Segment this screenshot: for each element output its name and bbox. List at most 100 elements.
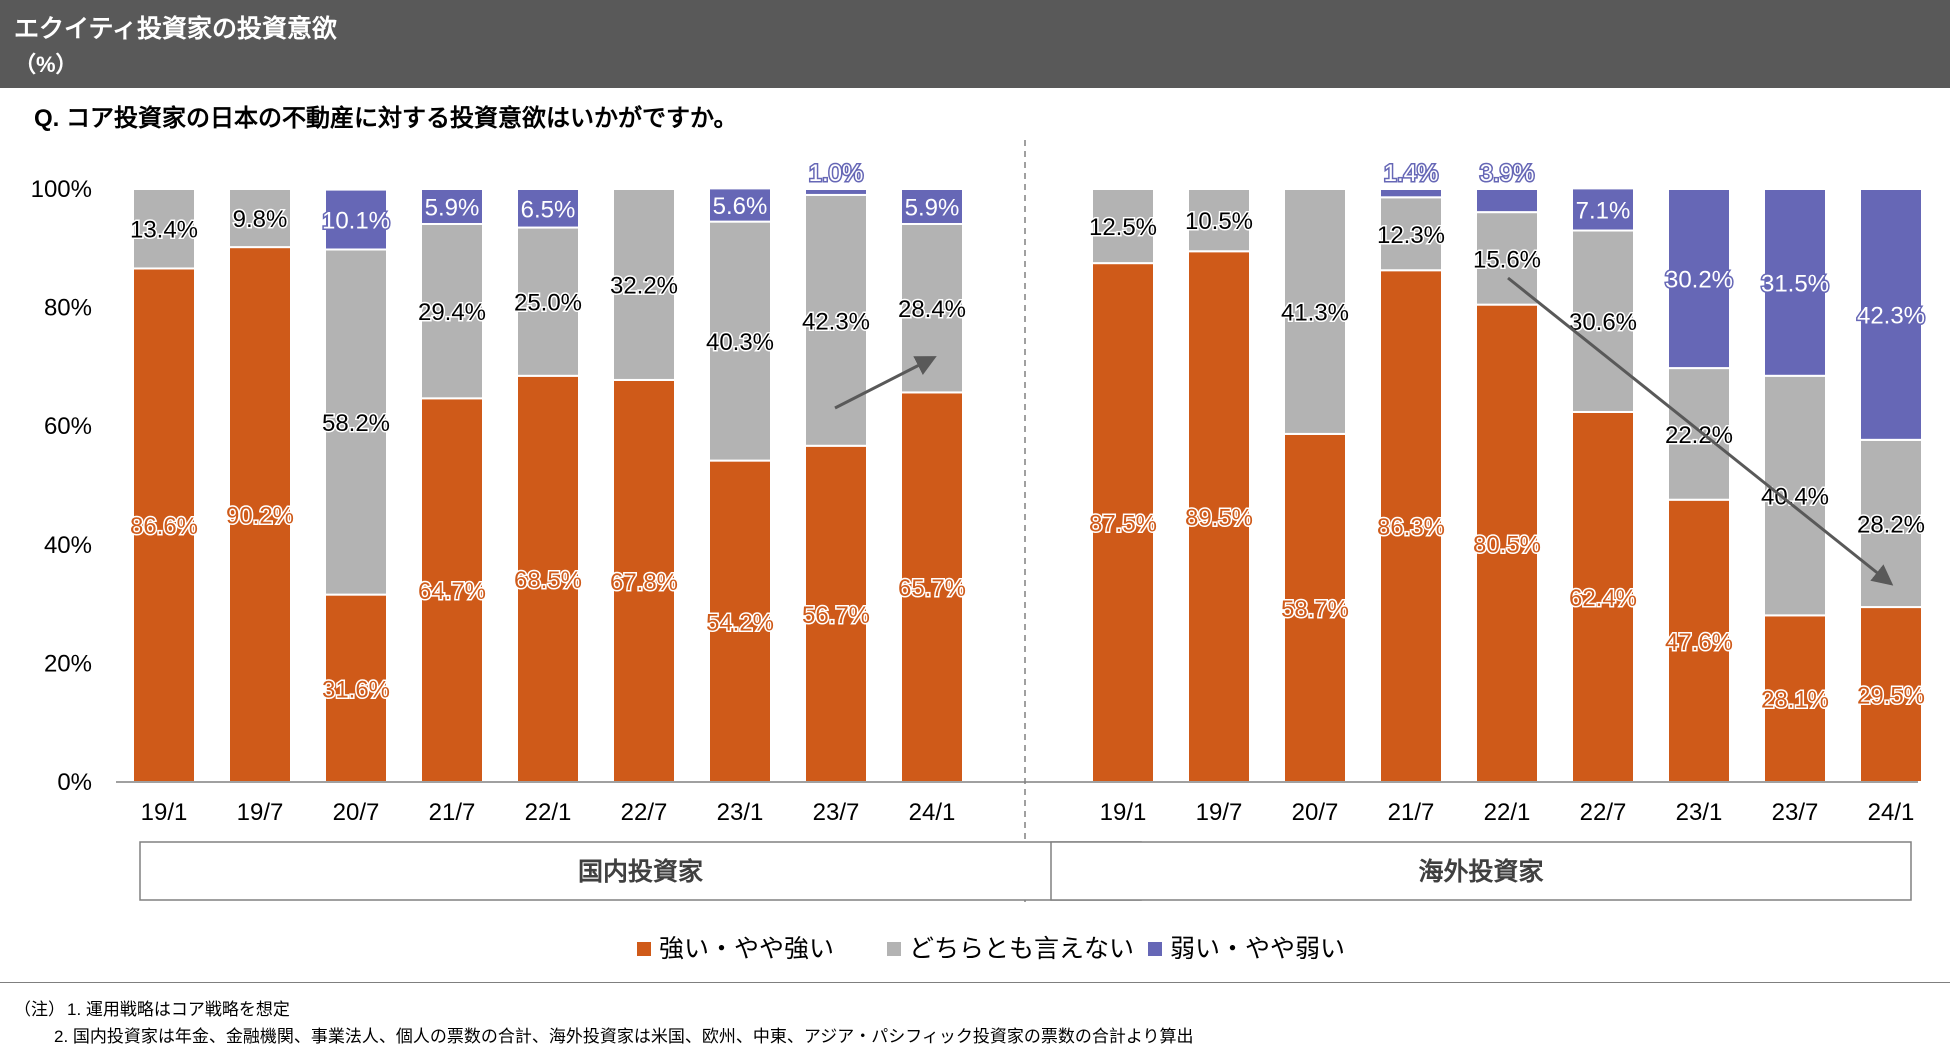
bar-segment bbox=[1475, 211, 1539, 306]
legend-swatch bbox=[887, 942, 901, 956]
data-label: 1.0% bbox=[809, 160, 864, 187]
data-label: 89.5% bbox=[1185, 505, 1253, 532]
x-tick-label: 19/1 bbox=[1100, 799, 1147, 826]
x-tick-label: 22/1 bbox=[525, 799, 572, 826]
data-label: 6.5% bbox=[521, 196, 576, 223]
title-bar: エクイティ投資家の投資意欲 （%） bbox=[0, 0, 1950, 88]
group-label: 海外投資家 bbox=[1418, 857, 1543, 886]
x-tick-label: 19/7 bbox=[1196, 799, 1243, 826]
data-label: 28.1% bbox=[1761, 687, 1829, 714]
bar-segment bbox=[1667, 188, 1731, 370]
data-label: 9.8% bbox=[233, 206, 288, 233]
data-label: 42.3% bbox=[1857, 302, 1925, 329]
bar-segment bbox=[1571, 410, 1635, 783]
survey-question: Q. コア投資家の日本の不動産に対する投資意欲はいかがですか。 bbox=[34, 105, 738, 132]
trend-arrow-up bbox=[834, 356, 937, 410]
data-label: 30.6% bbox=[1569, 309, 1637, 336]
data-label: 58.2% bbox=[322, 410, 390, 437]
x-tick-label: 20/7 bbox=[1292, 799, 1339, 826]
bar-segment bbox=[1379, 188, 1443, 199]
bar-segment bbox=[804, 193, 868, 447]
bar-segment bbox=[1475, 188, 1539, 214]
x-tick-label: 19/1 bbox=[141, 799, 188, 826]
bar-segment bbox=[132, 188, 196, 270]
data-label: 86.6% bbox=[130, 513, 198, 540]
data-label: 86.3% bbox=[1377, 514, 1445, 541]
x-tick-label: 24/1 bbox=[1868, 799, 1915, 826]
data-label: 5.9% bbox=[905, 194, 960, 221]
data-label: 80.5% bbox=[1473, 531, 1541, 558]
x-tick-label: 23/1 bbox=[1676, 799, 1723, 826]
bar-segment bbox=[1187, 188, 1251, 253]
bar-segment bbox=[1091, 188, 1155, 265]
x-tick-label: 21/7 bbox=[1388, 799, 1435, 826]
data-label: 64.7% bbox=[418, 578, 486, 605]
x-tick-label: 21/7 bbox=[429, 799, 476, 826]
footnote-1: （注） 1. 運用戦略はコア戦略を想定 bbox=[14, 995, 290, 1020]
bar-segment bbox=[516, 188, 580, 229]
data-label: 41.3% bbox=[1281, 299, 1349, 326]
data-label: 7.1% bbox=[1576, 197, 1631, 224]
data-label: 67.8% bbox=[610, 569, 678, 596]
data-label: 5.6% bbox=[713, 193, 768, 220]
bar-segment bbox=[420, 222, 484, 400]
bar-segment bbox=[708, 459, 772, 783]
legend-label: 強い・やや強い bbox=[659, 935, 834, 963]
bar-segment bbox=[1859, 606, 1923, 783]
data-label: 13.4% bbox=[130, 217, 198, 244]
data-label: 28.4% bbox=[898, 296, 966, 323]
footnote-prefix: （注） bbox=[14, 1000, 65, 1019]
x-tick-label: 22/7 bbox=[1580, 799, 1627, 826]
y-tick-label: 60% bbox=[44, 413, 92, 440]
data-label: 42.3% bbox=[802, 308, 870, 335]
bar-segment bbox=[1091, 262, 1155, 783]
legend-swatch bbox=[1148, 942, 1162, 956]
bar-segment bbox=[1283, 188, 1347, 435]
data-label: 31.5% bbox=[1761, 270, 1829, 297]
bar-segment bbox=[708, 187, 772, 223]
x-tick-label: 22/7 bbox=[621, 799, 668, 826]
data-label: 10.5% bbox=[1185, 208, 1253, 235]
bar-segment bbox=[228, 246, 292, 783]
data-label: 68.5% bbox=[514, 567, 582, 594]
trend-arrow-down bbox=[1507, 276, 1894, 586]
data-label: 28.2% bbox=[1857, 511, 1925, 538]
legend-swatch bbox=[637, 942, 651, 956]
x-tick-label: 23/7 bbox=[813, 799, 860, 826]
bar-segment bbox=[228, 188, 292, 249]
footnote-2: 2. 国内投資家は年金、金融機関、事業法人、個人の票数の合計、海外投資家は米国、… bbox=[54, 1027, 1194, 1046]
y-tick-label: 20% bbox=[44, 650, 92, 677]
bar-segment bbox=[1283, 432, 1347, 783]
bar-segment bbox=[1571, 229, 1635, 413]
y-tick-label: 100% bbox=[31, 176, 92, 203]
data-label: 87.5% bbox=[1089, 511, 1157, 538]
stacked-bar-chart: 86.6% 13.4% 90.2% 9.8% 31.6% 58.2% 10.1% 64.7% 2… bbox=[31, 140, 1927, 963]
data-label: 62.4% bbox=[1569, 585, 1637, 612]
bar-segment bbox=[1667, 367, 1731, 501]
data-label: 56.7% bbox=[802, 602, 870, 629]
y-tick-label: 0% bbox=[57, 769, 92, 796]
bar-segment bbox=[1475, 303, 1539, 783]
bar-segment bbox=[1859, 188, 1923, 441]
data-label: 54.2% bbox=[706, 609, 774, 636]
x-tick-label: 22/1 bbox=[1484, 799, 1531, 826]
page-title: エクイティ投資家の投資意欲 bbox=[14, 15, 338, 43]
data-label: 58.7% bbox=[1281, 596, 1349, 623]
y-tick-label: 80% bbox=[44, 295, 92, 322]
data-label: 10.1% bbox=[322, 208, 390, 235]
x-tick-label: 20/7 bbox=[333, 799, 380, 826]
legend-label: どちらとも言えない bbox=[909, 935, 1134, 963]
x-tick-label: 19/7 bbox=[237, 799, 284, 826]
data-label: 12.3% bbox=[1377, 222, 1445, 249]
bar-segment bbox=[1187, 250, 1251, 783]
data-label: 5.9% bbox=[425, 194, 480, 221]
group-label: 国内投資家 bbox=[578, 857, 703, 886]
data-label: 29.4% bbox=[418, 299, 486, 326]
bar-segment bbox=[1763, 188, 1827, 377]
data-label: 15.6% bbox=[1473, 246, 1541, 273]
bar-segment bbox=[900, 188, 964, 225]
data-label: 40.3% bbox=[706, 329, 774, 356]
data-label: 65.7% bbox=[898, 575, 966, 602]
unit-label: （%） bbox=[14, 52, 78, 77]
data-label: 1.4% bbox=[1384, 160, 1439, 187]
